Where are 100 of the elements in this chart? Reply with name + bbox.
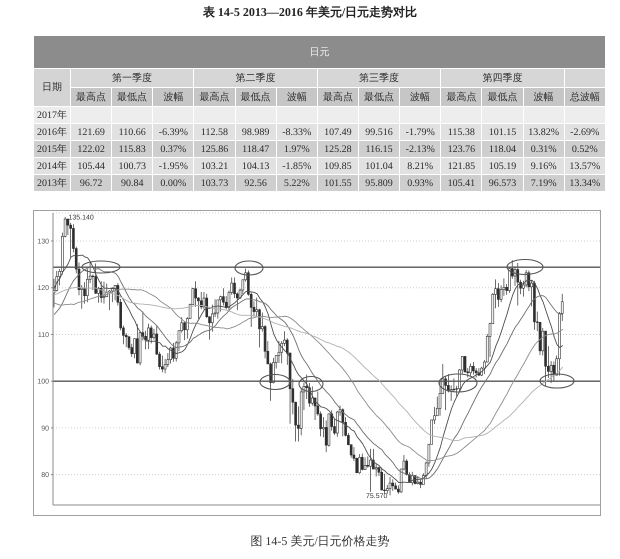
data-label: 96.573 (488, 178, 516, 188)
candlestick (469, 363, 472, 376)
data-label: 118.47 (242, 144, 270, 154)
candlestick (219, 295, 222, 312)
y-tick-label: 2017年 (37, 110, 67, 120)
x-tick-label: 波幅 (410, 92, 430, 102)
candlestick (472, 362, 475, 375)
x-tick-label: 最低点 (364, 92, 394, 102)
candlestick (383, 473, 386, 494)
data-label: 104.13 (242, 160, 270, 172)
y-tick-label: 2013年 (37, 178, 67, 188)
chart-subtitle: 日元 (309, 46, 330, 58)
candlestick (161, 355, 164, 373)
candlestick (147, 323, 150, 350)
data-label: -8.33% (282, 126, 312, 138)
candlestick (392, 478, 394, 492)
candlestick (388, 476, 392, 496)
candlestick (516, 262, 520, 306)
x-tick-label: 最高点 (322, 92, 353, 102)
data-label: 101.15 (488, 126, 516, 138)
data-label: 0.00% (160, 178, 186, 188)
data-label: 112.58 (200, 126, 228, 138)
data-label: 101.04 (365, 160, 393, 172)
data-label: -1.95% (158, 160, 188, 172)
data-label: 8.21% (407, 160, 434, 172)
data-label: 122.02 (77, 144, 105, 154)
data-label: -1.79% (406, 126, 435, 138)
y-tick-label: 2014年 (37, 160, 67, 172)
data-label: 96.72 (80, 178, 102, 188)
data-label: 92.56 (244, 178, 267, 188)
data-label: 0.52% (572, 144, 598, 154)
candlestick (380, 467, 384, 490)
y-axis-title: 日期 (42, 82, 62, 93)
data-label: -2.13% (406, 144, 435, 154)
text: 第二季度 (236, 72, 276, 84)
data-label: 13.82% (528, 126, 560, 138)
x-tick-label: 总波幅 (570, 92, 600, 102)
y-tick-label: 2015年 (37, 144, 67, 154)
data-label: 95.809 (365, 178, 393, 188)
candlestick (69, 222, 72, 259)
candlestick (360, 453, 364, 471)
data-label: 0.37% (160, 144, 186, 154)
candlestick (374, 464, 378, 477)
data-label: 115.83 (118, 144, 146, 154)
data-label: 123.76 (448, 144, 476, 154)
data-label: 9.16% (530, 160, 557, 172)
x-tick-label: 最高点 (199, 92, 230, 102)
data-label: 107.49 (324, 126, 352, 138)
data-label: 105.41 (448, 178, 476, 188)
data-label: 109.85 (324, 160, 352, 172)
candlestick (369, 448, 372, 492)
data-label: 110.66 (118, 126, 146, 138)
x-tick-label: 最高点 (446, 92, 476, 102)
data-label: 101.55 (324, 178, 352, 188)
candlestick (366, 456, 370, 468)
candlestick (358, 454, 361, 474)
x-tick-label: 波幅 (163, 92, 184, 102)
candlestick (497, 282, 500, 308)
candlestick (278, 340, 280, 364)
data-label: 118.04 (488, 144, 516, 154)
text: 图 14-5 美元/日元价格走势 (250, 534, 390, 548)
text: 第三季度 (359, 72, 400, 84)
data-label: 105.44 (77, 160, 105, 172)
candlestick (464, 356, 466, 374)
candlestick (183, 322, 186, 340)
candlestick (150, 325, 152, 344)
data-label: 99.516 (365, 126, 393, 138)
data-label: 121.69 (77, 126, 105, 138)
data-label: 100.73 (118, 160, 146, 172)
data-label: 0.93% (407, 178, 434, 188)
data-label: 125.28 (324, 144, 352, 154)
data-label: 121.85 (448, 160, 476, 172)
data-label: 115.38 (448, 126, 475, 138)
data-label: 13.34% (569, 178, 600, 188)
data-label: -6.39% (158, 126, 188, 138)
x-tick-label: 最低点 (487, 92, 518, 102)
data-label: -2.69% (570, 126, 600, 138)
data-label: 1.97% (284, 144, 310, 154)
data-label: -1.85% (282, 160, 312, 172)
x-tick-label: 波幅 (534, 92, 554, 102)
candlestick (169, 346, 172, 364)
x-tick-label: 最低点 (117, 92, 148, 102)
data-label: 105.19 (488, 160, 516, 172)
data-label: 90.84 (120, 178, 144, 188)
data-label: 13.57% (569, 160, 600, 172)
candlestick (310, 386, 314, 406)
candlestick (102, 281, 106, 304)
x-tick-label: 最高点 (76, 92, 106, 102)
data-label: 125.86 (200, 144, 228, 154)
candlestick (364, 456, 366, 470)
data-label: 0.31% (530, 144, 557, 154)
data-label: 5.22% (284, 178, 310, 188)
data-label: 98.989 (242, 126, 270, 138)
data-label: 7.19% (530, 178, 557, 188)
x-tick-label: 最低点 (240, 92, 271, 102)
data-label: 116.15 (365, 144, 393, 154)
data-label: 103.21 (200, 160, 228, 172)
data-label: 103.73 (200, 178, 228, 188)
y-tick-label: 2016年 (37, 126, 67, 138)
x-tick-label: 波幅 (286, 92, 307, 102)
